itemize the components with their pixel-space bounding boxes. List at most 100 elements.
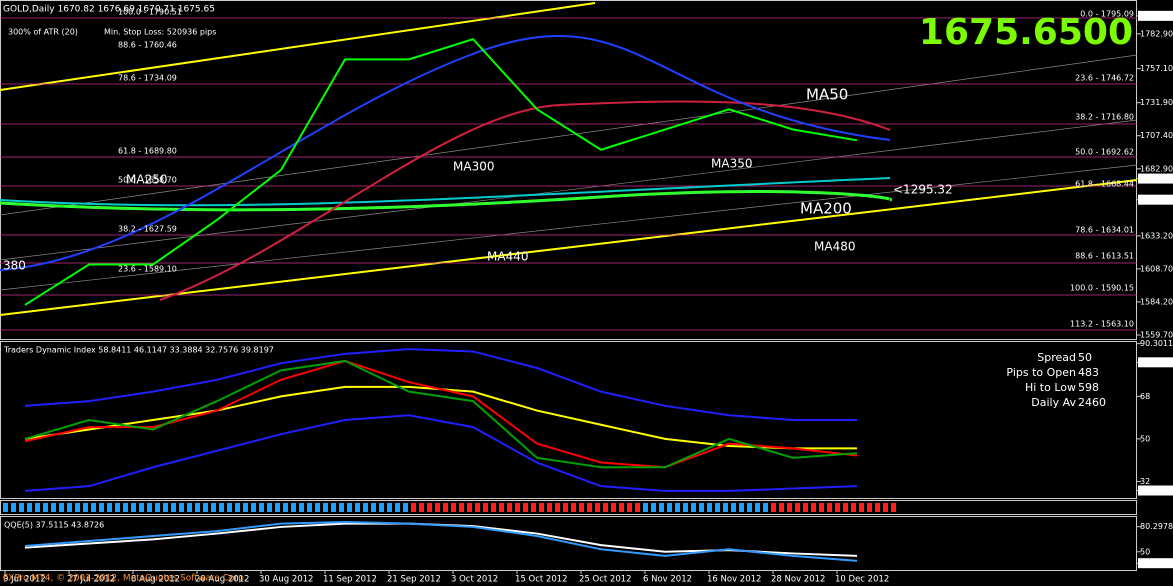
series-line [24, 520, 858, 562]
signal-cell [707, 503, 712, 512]
signal-cell [619, 503, 624, 512]
fib-label: 50.0 - 1692.62 [1075, 148, 1134, 157]
fib-label: 50.0 - 1658.70 [118, 176, 177, 185]
fib-lines [0, 17, 1137, 331]
signal-cell [411, 503, 416, 512]
fib-label: 38.2 - 1627.59 [118, 225, 177, 234]
signal-cell [435, 503, 440, 512]
signal-cell [307, 503, 312, 512]
fib-label: 78.6 - 1634.01 [1075, 226, 1134, 235]
y-tick-label: 32 [1140, 477, 1150, 486]
signal-cell [19, 503, 24, 512]
signal-cell [563, 503, 568, 512]
signal-cell [579, 503, 584, 512]
y-tick-label: 82.41 [1140, 358, 1163, 367]
x-tick-label: 28 Nov 2012 [771, 575, 825, 585]
signal-cell [171, 503, 176, 512]
tick-highlight [1138, 194, 1173, 205]
y-tick-label: 50 [1140, 434, 1150, 443]
signal-cell [747, 503, 752, 512]
signal-cell [139, 503, 144, 512]
y-tick-label: 50 [1140, 547, 1150, 556]
tick-highlight [1138, 357, 1173, 368]
fib-label: 61.8 - 1689.80 [118, 147, 177, 156]
signal-cell [587, 503, 592, 512]
signal-cell [683, 503, 688, 512]
signal-cell [163, 503, 168, 512]
signal-cell [275, 503, 280, 512]
y-tick-label: 1731.90 [1140, 98, 1173, 107]
signal-cell [379, 503, 384, 512]
signal-cell [627, 503, 632, 512]
ma-label: MA350 [711, 157, 752, 171]
signal-cell [731, 503, 736, 512]
y-tick-label: 1660.00 [1140, 195, 1173, 204]
signal-cell [395, 503, 400, 512]
info-label: Daily Av [1031, 396, 1076, 409]
x-tick-label: 11 Sep 2012 [323, 575, 377, 585]
x-tick-label: 21 Sep 2012 [387, 575, 441, 585]
x-tick-label: 10 Dec 2012 [835, 575, 889, 585]
signal-cell [403, 503, 408, 512]
signal-cell [651, 503, 656, 512]
y-tick-label: 1584.20 [1140, 297, 1173, 306]
signal-cell [611, 503, 616, 512]
y-tick-label: 28.17 [1140, 486, 1163, 495]
y-tick-label: 1707.40 [1140, 131, 1173, 140]
ma50 [159, 100, 891, 301]
signal-cell [315, 503, 320, 512]
signal-cell [667, 503, 672, 512]
signal-cell [723, 503, 728, 512]
x-tick-label: 3 Oct 2012 [451, 575, 498, 585]
signal-cell [891, 503, 896, 512]
signal-cell [51, 503, 56, 512]
x-tick-label: 8 Aug 2012 [131, 575, 180, 585]
signal-cell [867, 503, 872, 512]
signal-cell [203, 503, 208, 512]
info-label: Hi to Low [1025, 381, 1076, 394]
signal-cell [771, 503, 776, 512]
signal-cell [35, 503, 40, 512]
fib-label: 23.6 - 1589.10 [118, 265, 177, 274]
signal-cell [795, 503, 800, 512]
x-tick-label: 6 Nov 2012 [643, 575, 692, 585]
signal-cell [363, 503, 368, 512]
signal-cell [451, 503, 456, 512]
signal-cell [883, 503, 888, 512]
signal-cell [515, 503, 520, 512]
fib-label: 100.0 - 1590.15 [1070, 284, 1134, 293]
signal-cell [115, 503, 120, 512]
signal-cell [859, 503, 864, 512]
y-tick-label: 80.2978 [1140, 522, 1173, 531]
signal-cell [699, 503, 704, 512]
signal-cell [227, 503, 232, 512]
y-tick-label: 1757.10 [1140, 64, 1173, 73]
signal-cell [491, 503, 496, 512]
signal-cell [779, 503, 784, 512]
ma-label: MA250 [126, 173, 167, 187]
signal-cell [851, 503, 856, 512]
ma-label: MA440 [487, 250, 528, 264]
signal-cell [131, 503, 136, 512]
copyright: FXPro MT4, © 2001-2012, MetaQuotes Softw… [3, 574, 247, 584]
signal-cell [571, 503, 576, 512]
signal-cell [43, 503, 48, 512]
x-tick-label: 20 Aug 2012 [195, 575, 249, 585]
signal-cell [339, 503, 344, 512]
signal-cell [547, 503, 552, 512]
ma-label: MA50 [806, 86, 848, 104]
signal-cell [355, 503, 360, 512]
signal-cell [595, 503, 600, 512]
signal-cell [459, 503, 464, 512]
ma-label: MA480 [814, 240, 855, 254]
signal-cell [371, 503, 376, 512]
ma-label: MA200 [800, 200, 852, 218]
signal-cell [419, 503, 424, 512]
signal-cell [507, 503, 512, 512]
signal-cell [27, 503, 32, 512]
signal-cell [835, 503, 840, 512]
tick-highlight [1138, 173, 1173, 184]
x-tick-label: 30 Aug 2012 [259, 575, 313, 585]
signal-cell [635, 503, 640, 512]
y-tick-label: 1675.65 [1140, 174, 1173, 183]
